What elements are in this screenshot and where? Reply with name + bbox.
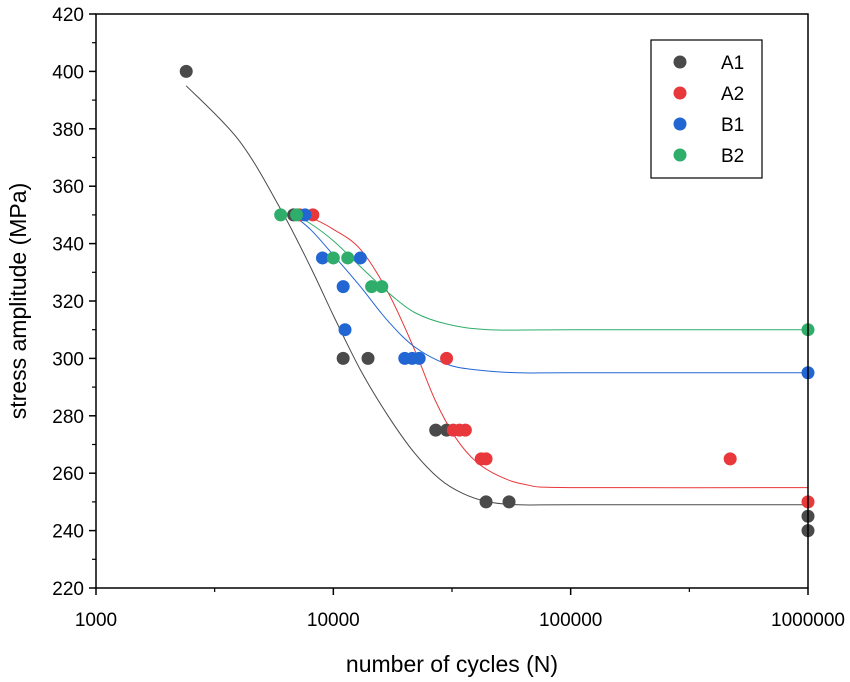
y-tick-label: 360: [52, 177, 84, 198]
y-tick-label: 280: [52, 407, 84, 428]
data-points: [179, 64, 815, 538]
y-tick-label: 400: [52, 62, 84, 83]
point-b2: [341, 251, 355, 265]
point-a1: [336, 351, 350, 365]
point-b1: [315, 251, 329, 265]
point-b2: [274, 208, 288, 222]
fit-curve-b2: [288, 211, 808, 331]
legend-marker-a1: [673, 55, 687, 69]
x-tick-label: 100000: [539, 610, 602, 631]
point-b2: [326, 251, 340, 265]
axis-ticks: 220 240 260 280 300 320 340 360 380 400 420 1000 100…: [52, 5, 845, 631]
legend-label-b1: B1: [721, 115, 744, 136]
point-b1: [353, 251, 367, 265]
legend-marker-b1: [673, 117, 687, 131]
y-tick-label: 300: [52, 349, 84, 370]
x-tick-label: 1000000: [771, 610, 845, 631]
point-a1: [179, 64, 193, 78]
y-tick-label: 260: [52, 464, 84, 485]
point-a1: [361, 351, 375, 365]
y-tick-label: 340: [52, 235, 84, 256]
point-a1: [479, 495, 493, 509]
point-a1: [502, 495, 516, 509]
legend: A1 A2 B1 B2: [650, 39, 763, 179]
fit-curve-b1: [288, 211, 808, 374]
point-a2: [440, 351, 454, 365]
point-a2: [479, 452, 493, 466]
legend-marker-a2: [673, 86, 687, 100]
point-b1: [412, 351, 426, 365]
point-a2: [723, 452, 737, 466]
x-tick-label: 10000: [307, 610, 360, 631]
legend-label-a2: A2: [721, 84, 744, 105]
point-b2: [375, 280, 389, 294]
y-tick-label: 240: [52, 522, 84, 543]
point-b2: [290, 208, 304, 222]
point-b1: [338, 323, 352, 337]
y-axis-title: stress amplitude (MPa): [5, 183, 31, 419]
x-tick-label: 1000: [75, 610, 117, 631]
y-tick-label: 220: [52, 579, 84, 600]
point-a1: [429, 423, 443, 437]
legend-label-a1: A1: [721, 53, 744, 74]
y-tick-label: 420: [52, 5, 84, 26]
point-b1: [336, 280, 350, 294]
y-tick-label: 380: [52, 120, 84, 141]
legend-marker-b2: [673, 148, 687, 162]
point-b2: [365, 280, 379, 294]
y-tick-label: 320: [52, 292, 84, 313]
legend-label-b2: B2: [721, 146, 744, 167]
legend-box: [650, 39, 763, 179]
point-a2: [458, 423, 472, 437]
fit-curve-a2: [288, 214, 809, 489]
x-axis-title: number of cycles (N): [346, 651, 558, 677]
